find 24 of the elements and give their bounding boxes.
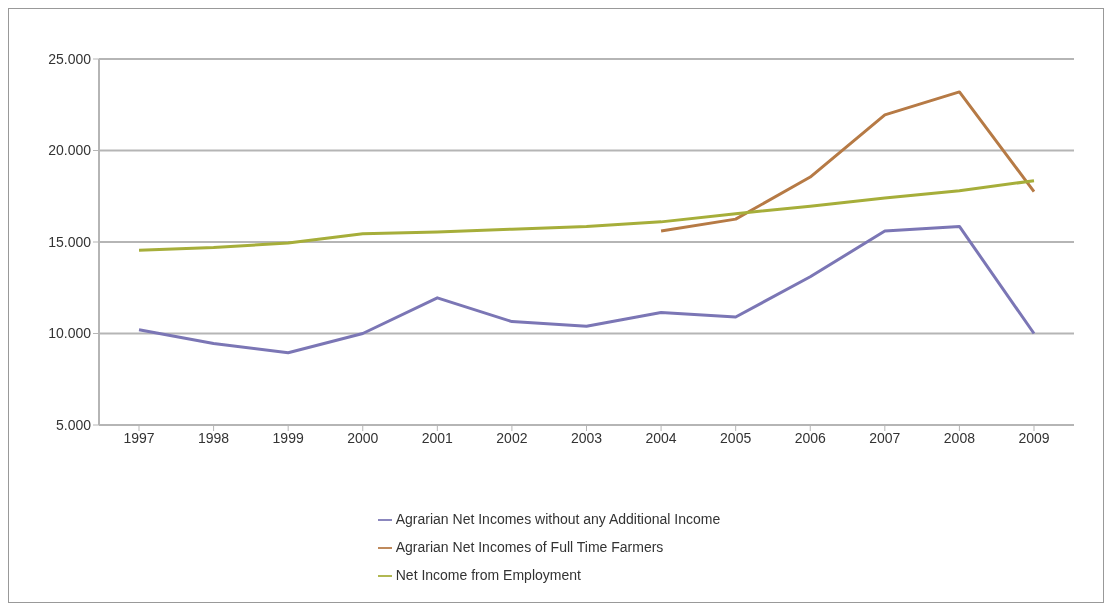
x-tick-label: 2000	[347, 429, 379, 446]
line-series	[137, 179, 1036, 252]
x-tick-label: 1999	[272, 429, 304, 446]
x-tick-label: 2007	[869, 429, 901, 446]
legend-label: Agrarian Net Incomes without any Additional Income	[395, 511, 721, 527]
line-series	[659, 90, 1036, 233]
x-tick-label: 2009	[1018, 429, 1050, 446]
legend-label: Agrarian Net Incomes of Full Time Farmers	[395, 539, 664, 555]
y-tick-label: 5.000	[55, 416, 92, 433]
legend-label: Net Income from Employment	[395, 567, 581, 583]
y-tick-label: 15.000	[48, 233, 92, 250]
x-tick-label: 2005	[720, 429, 752, 446]
x-tick-label: 2001	[421, 429, 454, 446]
x-tick-label: 2006	[794, 429, 827, 446]
x-tick-label: 2003	[570, 429, 603, 446]
y-tick-label: 10.000	[48, 325, 92, 342]
y-tick-label: 20.000	[48, 142, 92, 159]
x-tick-label: 2008	[943, 429, 976, 446]
x-tick-label: 2002	[496, 429, 528, 446]
y-tick-label: 25.000	[48, 50, 92, 67]
x-tick-label: 1997	[123, 429, 155, 446]
x-tick-label: 2004	[645, 429, 677, 446]
line-series	[137, 224, 1036, 355]
x-tick-label: 1998	[198, 429, 230, 446]
